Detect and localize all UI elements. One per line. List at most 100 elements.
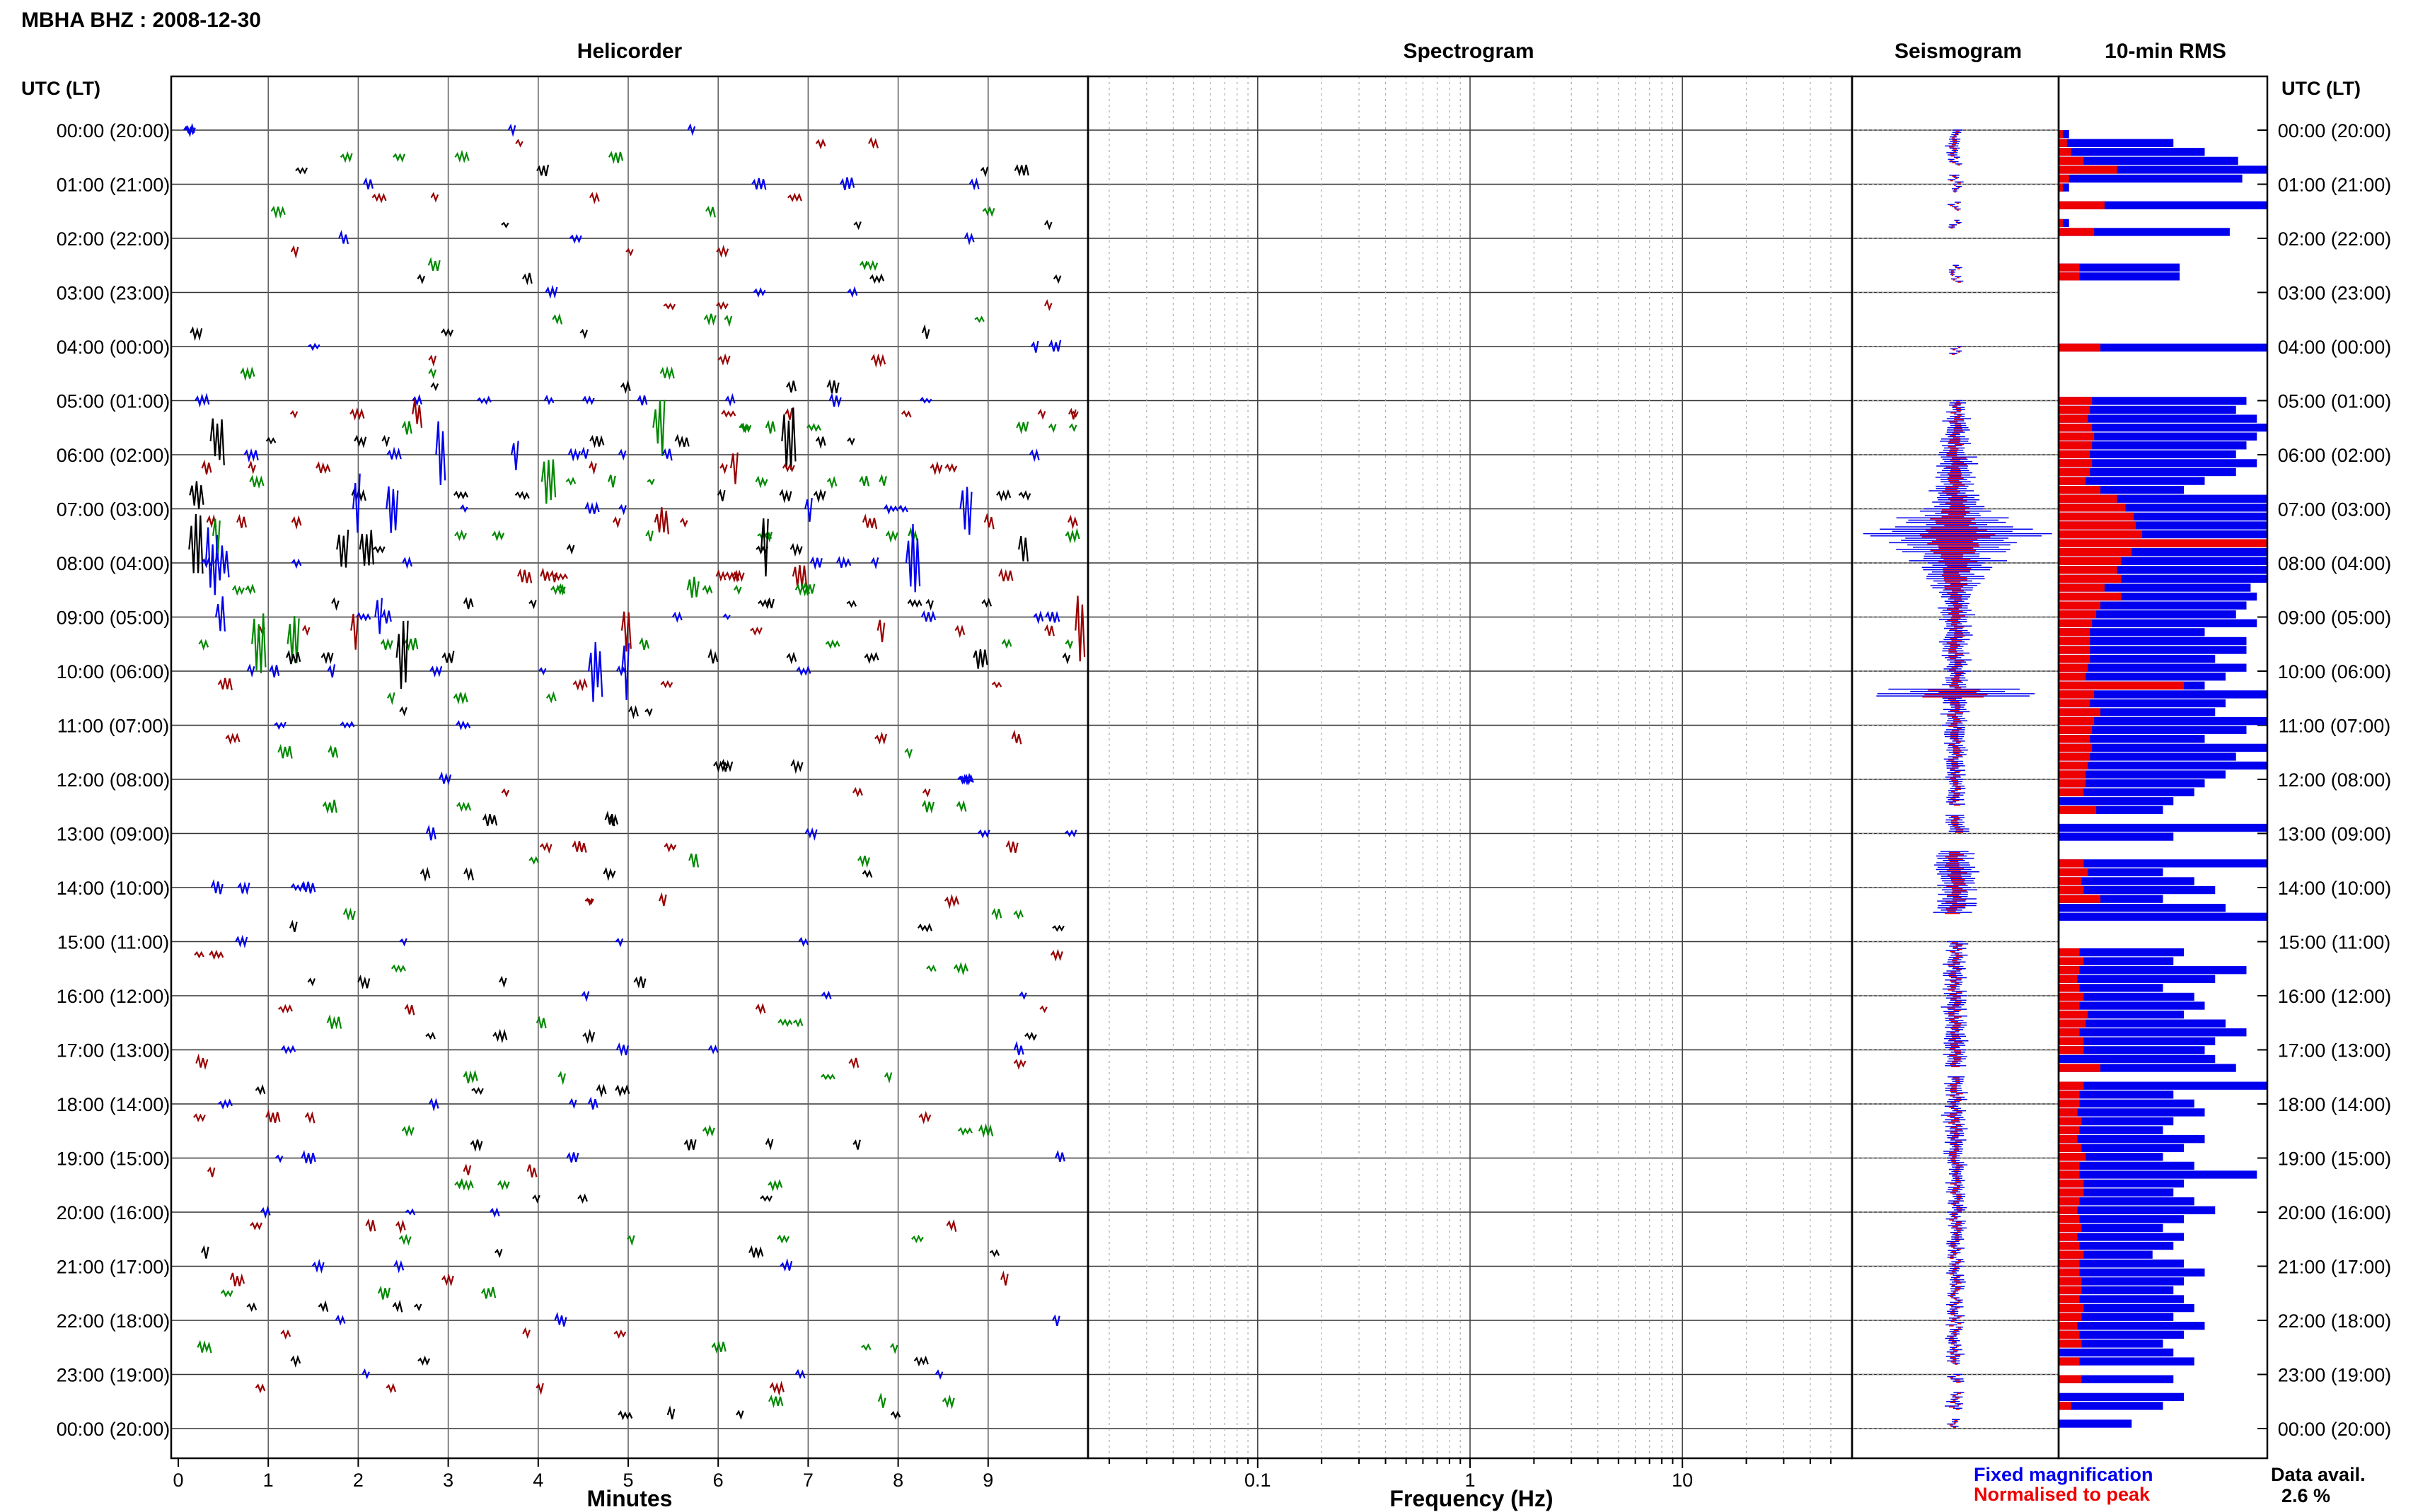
helicorder-wiggle	[898, 504, 908, 513]
helicorder-wiggle	[777, 1018, 793, 1028]
helicorder-traces	[183, 122, 1086, 1421]
helicorder-wiggle	[1019, 991, 1027, 1000]
hour-label: 10:00 (06:00)	[57, 661, 170, 682]
helicorder-wiggle	[269, 664, 280, 678]
helicorder-wiggle	[1070, 410, 1079, 418]
availability-value: 2.6 %	[2281, 1485, 2330, 1506]
helicorder-wiggle	[399, 706, 407, 716]
helicorder-wiggle	[877, 1392, 886, 1408]
rms-bar-fixed	[2059, 1330, 2184, 1339]
rms-bar-normalised	[2059, 770, 2086, 779]
helicorder-wiggle	[989, 1249, 1000, 1257]
rms-bar-normalised	[2059, 1241, 2080, 1250]
rms-bar-normalised	[2059, 156, 2084, 165]
helicorder-wiggle	[717, 489, 726, 501]
rms-bar-normalised	[2059, 397, 2093, 405]
helicorder-wiggle	[536, 1016, 547, 1029]
helicorder-wiggle	[371, 192, 387, 204]
rms-bar-normalised	[2059, 139, 2067, 147]
helicorder-wiggle	[944, 893, 960, 909]
rms-bar-fixed	[2059, 423, 2267, 432]
rms-bar-fixed	[2059, 877, 2194, 885]
helicorder-wiggle	[604, 810, 615, 827]
helicorder-wiggle	[236, 513, 247, 528]
rms-bar-normalised	[2059, 761, 2088, 770]
rms-bar-normalised	[2059, 1313, 2082, 1321]
rms-bar-fixed	[2059, 343, 2267, 352]
rms-bar-fixed	[2059, 1313, 2174, 1321]
helicorder-wiggle	[246, 1302, 258, 1313]
rms-bar-normalised	[2059, 592, 2122, 601]
helicorder-wiggle	[766, 597, 775, 609]
helicorder-wiggle	[567, 448, 581, 462]
availability-label: Data avail.	[2271, 1464, 2366, 1485]
rms-bar-fixed	[2059, 699, 2226, 708]
helicorder-wiggle	[401, 1124, 415, 1137]
rms-bar-normalised	[2059, 174, 2069, 183]
rms-bar-fixed	[2059, 583, 2251, 592]
helicorder-wiggle	[862, 869, 873, 878]
rms-bar-normalised	[2059, 1091, 2080, 1099]
rms-bar-normalised	[2059, 1161, 2080, 1170]
helicorder-wiggle	[879, 474, 887, 486]
helicorder-wiggle	[392, 1299, 403, 1313]
frequency-tick-label: 10	[1672, 1470, 1693, 1491]
helicorder-wiggle	[395, 620, 409, 690]
rms-bar-fixed	[2059, 1179, 2184, 1188]
hour-label: 14:00 (10:00)	[2278, 878, 2392, 899]
helicorder-wiggle	[412, 393, 422, 407]
helicorder-wiggle	[572, 678, 588, 692]
rms-bar-normalised	[2059, 895, 2100, 903]
rms-bar-fixed	[2059, 432, 2257, 441]
rms-bar-fixed	[2059, 263, 2180, 272]
helicorder-wiggle	[724, 315, 733, 327]
helicorder-wiggle	[430, 192, 439, 203]
helicorder-wiggle	[361, 1368, 370, 1380]
helicorder-wiggle	[301, 880, 316, 894]
rms-bar-normalised	[2059, 1268, 2080, 1277]
helicorder-wiggle	[295, 167, 308, 175]
hour-label: 14:00 (10:00)	[57, 878, 170, 899]
helicorder-wiggle	[405, 1208, 416, 1216]
helicorder-wiggle	[521, 272, 533, 286]
helicorder-wiggle	[195, 392, 210, 408]
helicorder-wiggle	[291, 515, 302, 530]
rms-bar-fixed	[2059, 1081, 2267, 1090]
rms-bar-normalised	[2059, 477, 2086, 485]
hour-label: 08:00 (04:00)	[57, 553, 170, 574]
rms-bar-normalised	[2059, 1339, 2082, 1348]
rms-bar-normalised	[2059, 1233, 2078, 1241]
rms-bar-fixed	[2059, 948, 2184, 957]
helicorder-wiggle	[553, 572, 569, 581]
rms-bar-fixed	[2059, 1046, 2205, 1054]
hour-labels-right: 00:00 (20:00) 01:00 (21:00) 02:00 (22:00) 0…	[2278, 120, 2392, 1440]
helicorder-wiggle	[713, 760, 729, 773]
helicorder-wiggle	[380, 638, 393, 651]
utc-label-left: UTC (LT)	[21, 78, 100, 99]
helicorder-wiggle	[569, 233, 582, 244]
helicorder-wiggle	[255, 1383, 266, 1394]
rms-bar-fixed	[2059, 1206, 2216, 1214]
rms-bar-fixed	[2059, 1260, 2184, 1268]
rms-bar-normalised	[2059, 1028, 2080, 1037]
helicorder-wiggle	[532, 1194, 540, 1204]
helicorder-wiggle	[954, 624, 966, 639]
helicorder-wiggle	[777, 1234, 789, 1244]
rms-bar-fixed	[2059, 459, 2257, 467]
hour-label: 23:00 (19:00)	[57, 1365, 170, 1386]
helicorder-wiggle	[921, 324, 930, 339]
helicorder-wiggle	[959, 774, 974, 786]
rms-bar-fixed	[2059, 735, 2205, 743]
hour-label: 21:00 (17:00)	[2278, 1257, 2392, 1278]
hour-label: 11:00 (07:00)	[2279, 716, 2391, 737]
helicorder-wiggle	[620, 380, 631, 395]
helicorder-wiggle	[215, 596, 226, 632]
helicorder-wiggle	[539, 842, 553, 854]
helicorder-wiggle	[482, 813, 498, 827]
helicorder-wiggle	[1048, 423, 1057, 434]
helicorder-wiggle	[501, 221, 509, 228]
rms-bar-fixed	[2059, 1402, 2163, 1410]
rms-bar-normalised	[2059, 1322, 2078, 1330]
helicorder-wiggle	[848, 1057, 860, 1069]
rms-bar-fixed	[2059, 610, 2236, 619]
